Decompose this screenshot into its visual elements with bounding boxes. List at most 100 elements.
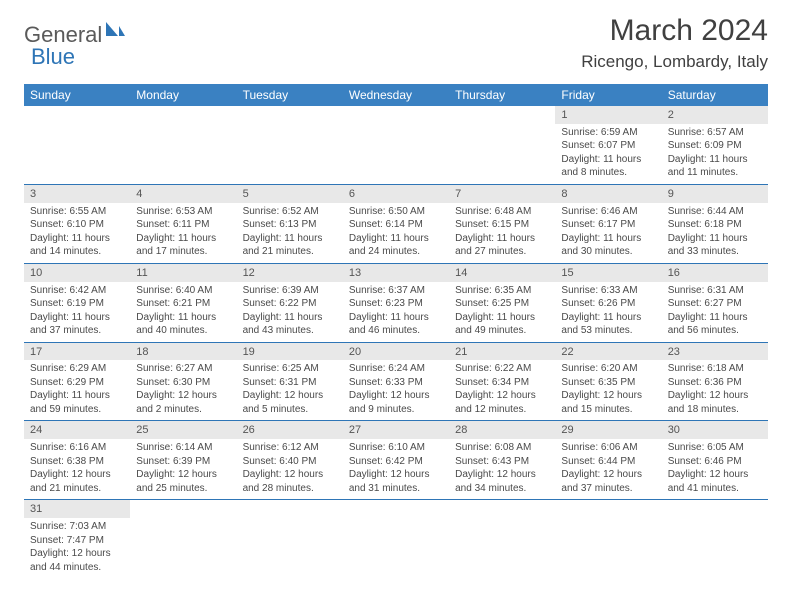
daylight-text: Daylight: 12 hours and 18 minutes. — [668, 389, 762, 416]
day-header: Tuesday — [237, 84, 343, 106]
calendar-cell: 21Sunrise: 6:22 AMSunset: 6:34 PMDayligh… — [449, 342, 555, 421]
calendar-cell — [343, 106, 449, 184]
sunset-text: Sunset: 6:39 PM — [136, 455, 230, 469]
sunset-text: Sunset: 6:18 PM — [668, 218, 762, 232]
daylight-text: Daylight: 12 hours and 41 minutes. — [668, 468, 762, 495]
daylight-text: Daylight: 11 hours and 43 minutes. — [243, 311, 337, 338]
calendar-cell: 24Sunrise: 6:16 AMSunset: 6:38 PMDayligh… — [24, 421, 130, 500]
sunrise-text: Sunrise: 6:46 AM — [561, 205, 655, 219]
sunset-text: Sunset: 6:17 PM — [561, 218, 655, 232]
sunrise-text: Sunrise: 6:39 AM — [243, 284, 337, 298]
day-number: 9 — [662, 185, 768, 203]
calendar-cell: 12Sunrise: 6:39 AMSunset: 6:22 PMDayligh… — [237, 263, 343, 342]
location-text: Ricengo, Lombardy, Italy — [581, 52, 768, 72]
calendar-cell: 11Sunrise: 6:40 AMSunset: 6:21 PMDayligh… — [130, 263, 236, 342]
daylight-text: Daylight: 12 hours and 15 minutes. — [561, 389, 655, 416]
calendar-cell — [237, 106, 343, 184]
sunrise-text: Sunrise: 6:31 AM — [668, 284, 762, 298]
sunset-text: Sunset: 6:42 PM — [349, 455, 443, 469]
sunset-text: Sunset: 6:13 PM — [243, 218, 337, 232]
sunrise-text: Sunrise: 6:52 AM — [243, 205, 337, 219]
calendar-cell: 17Sunrise: 6:29 AMSunset: 6:29 PMDayligh… — [24, 342, 130, 421]
day-number: 14 — [449, 264, 555, 282]
day-number: 31 — [24, 500, 130, 518]
day-content: Sunrise: 6:39 AMSunset: 6:22 PMDaylight:… — [237, 282, 343, 342]
day-number: 2 — [662, 106, 768, 124]
calendar-body: 1Sunrise: 6:59 AMSunset: 6:07 PMDaylight… — [24, 106, 768, 578]
day-content: Sunrise: 6:40 AMSunset: 6:21 PMDaylight:… — [130, 282, 236, 342]
calendar-cell — [237, 500, 343, 578]
sunrise-text: Sunrise: 6:14 AM — [136, 441, 230, 455]
calendar-cell — [130, 500, 236, 578]
calendar-cell: 5Sunrise: 6:52 AMSunset: 6:13 PMDaylight… — [237, 184, 343, 263]
daylight-text: Daylight: 11 hours and 30 minutes. — [561, 232, 655, 259]
sunset-text: Sunset: 6:38 PM — [30, 455, 124, 469]
calendar-cell: 23Sunrise: 6:18 AMSunset: 6:36 PMDayligh… — [662, 342, 768, 421]
sunrise-text: Sunrise: 6:06 AM — [561, 441, 655, 455]
sunset-text: Sunset: 6:44 PM — [561, 455, 655, 469]
sunrise-text: Sunrise: 6:53 AM — [136, 205, 230, 219]
calendar-cell: 22Sunrise: 6:20 AMSunset: 6:35 PMDayligh… — [555, 342, 661, 421]
calendar-cell: 20Sunrise: 6:24 AMSunset: 6:33 PMDayligh… — [343, 342, 449, 421]
sunset-text: Sunset: 6:11 PM — [136, 218, 230, 232]
sunset-text: Sunset: 6:31 PM — [243, 376, 337, 390]
sunrise-text: Sunrise: 6:40 AM — [136, 284, 230, 298]
sunrise-text: Sunrise: 6:48 AM — [455, 205, 549, 219]
title-block: March 2024 Ricengo, Lombardy, Italy — [581, 14, 768, 74]
daylight-text: Daylight: 12 hours and 2 minutes. — [136, 389, 230, 416]
day-number: 17 — [24, 343, 130, 361]
day-content: Sunrise: 6:14 AMSunset: 6:39 PMDaylight:… — [130, 439, 236, 499]
sunset-text: Sunset: 6:36 PM — [668, 376, 762, 390]
calendar-cell: 19Sunrise: 6:25 AMSunset: 6:31 PMDayligh… — [237, 342, 343, 421]
daylight-text: Daylight: 12 hours and 5 minutes. — [243, 389, 337, 416]
sunrise-text: Sunrise: 6:08 AM — [455, 441, 549, 455]
day-content: Sunrise: 7:03 AMSunset: 7:47 PMDaylight:… — [24, 518, 130, 578]
sunrise-text: Sunrise: 7:03 AM — [30, 520, 124, 534]
sunset-text: Sunset: 6:19 PM — [30, 297, 124, 311]
page-title: March 2024 — [581, 14, 768, 48]
sunrise-text: Sunrise: 6:16 AM — [30, 441, 124, 455]
daylight-text: Daylight: 11 hours and 46 minutes. — [349, 311, 443, 338]
day-number: 19 — [237, 343, 343, 361]
day-number: 25 — [130, 421, 236, 439]
calendar-cell: 4Sunrise: 6:53 AMSunset: 6:11 PMDaylight… — [130, 184, 236, 263]
sunrise-text: Sunrise: 6:12 AM — [243, 441, 337, 455]
daylight-text: Daylight: 11 hours and 27 minutes. — [455, 232, 549, 259]
calendar-cell — [449, 106, 555, 184]
sunrise-text: Sunrise: 6:18 AM — [668, 362, 762, 376]
daylight-text: Daylight: 12 hours and 12 minutes. — [455, 389, 549, 416]
sunset-text: Sunset: 6:25 PM — [455, 297, 549, 311]
day-content: Sunrise: 6:27 AMSunset: 6:30 PMDaylight:… — [130, 360, 236, 420]
daylight-text: Daylight: 11 hours and 17 minutes. — [136, 232, 230, 259]
day-header: Monday — [130, 84, 236, 106]
day-number: 24 — [24, 421, 130, 439]
day-content: Sunrise: 6:52 AMSunset: 6:13 PMDaylight:… — [237, 203, 343, 263]
sunset-text: Sunset: 6:14 PM — [349, 218, 443, 232]
day-content: Sunrise: 6:16 AMSunset: 6:38 PMDaylight:… — [24, 439, 130, 499]
sunset-text: Sunset: 6:33 PM — [349, 376, 443, 390]
calendar-cell: 9Sunrise: 6:44 AMSunset: 6:18 PMDaylight… — [662, 184, 768, 263]
day-number: 15 — [555, 264, 661, 282]
day-content: Sunrise: 6:31 AMSunset: 6:27 PMDaylight:… — [662, 282, 768, 342]
day-content: Sunrise: 6:33 AMSunset: 6:26 PMDaylight:… — [555, 282, 661, 342]
calendar-cell: 1Sunrise: 6:59 AMSunset: 6:07 PMDaylight… — [555, 106, 661, 184]
calendar-table: SundayMondayTuesdayWednesdayThursdayFrid… — [24, 84, 768, 578]
day-header: Sunday — [24, 84, 130, 106]
day-number: 1 — [555, 106, 661, 124]
day-content: Sunrise: 6:12 AMSunset: 6:40 PMDaylight:… — [237, 439, 343, 499]
day-number: 26 — [237, 421, 343, 439]
daylight-text: Daylight: 11 hours and 11 minutes. — [668, 153, 762, 180]
sunrise-text: Sunrise: 6:22 AM — [455, 362, 549, 376]
calendar-cell: 29Sunrise: 6:06 AMSunset: 6:44 PMDayligh… — [555, 421, 661, 500]
sunset-text: Sunset: 6:35 PM — [561, 376, 655, 390]
calendar-cell: 26Sunrise: 6:12 AMSunset: 6:40 PMDayligh… — [237, 421, 343, 500]
day-content: Sunrise: 6:42 AMSunset: 6:19 PMDaylight:… — [24, 282, 130, 342]
header: General March 2024 Ricengo, Lombardy, It… — [0, 0, 792, 80]
day-content: Sunrise: 6:53 AMSunset: 6:11 PMDaylight:… — [130, 203, 236, 263]
calendar-cell: 25Sunrise: 6:14 AMSunset: 6:39 PMDayligh… — [130, 421, 236, 500]
sunrise-text: Sunrise: 6:29 AM — [30, 362, 124, 376]
calendar-cell: 14Sunrise: 6:35 AMSunset: 6:25 PMDayligh… — [449, 263, 555, 342]
day-header: Thursday — [449, 84, 555, 106]
day-content: Sunrise: 6:35 AMSunset: 6:25 PMDaylight:… — [449, 282, 555, 342]
day-number: 4 — [130, 185, 236, 203]
